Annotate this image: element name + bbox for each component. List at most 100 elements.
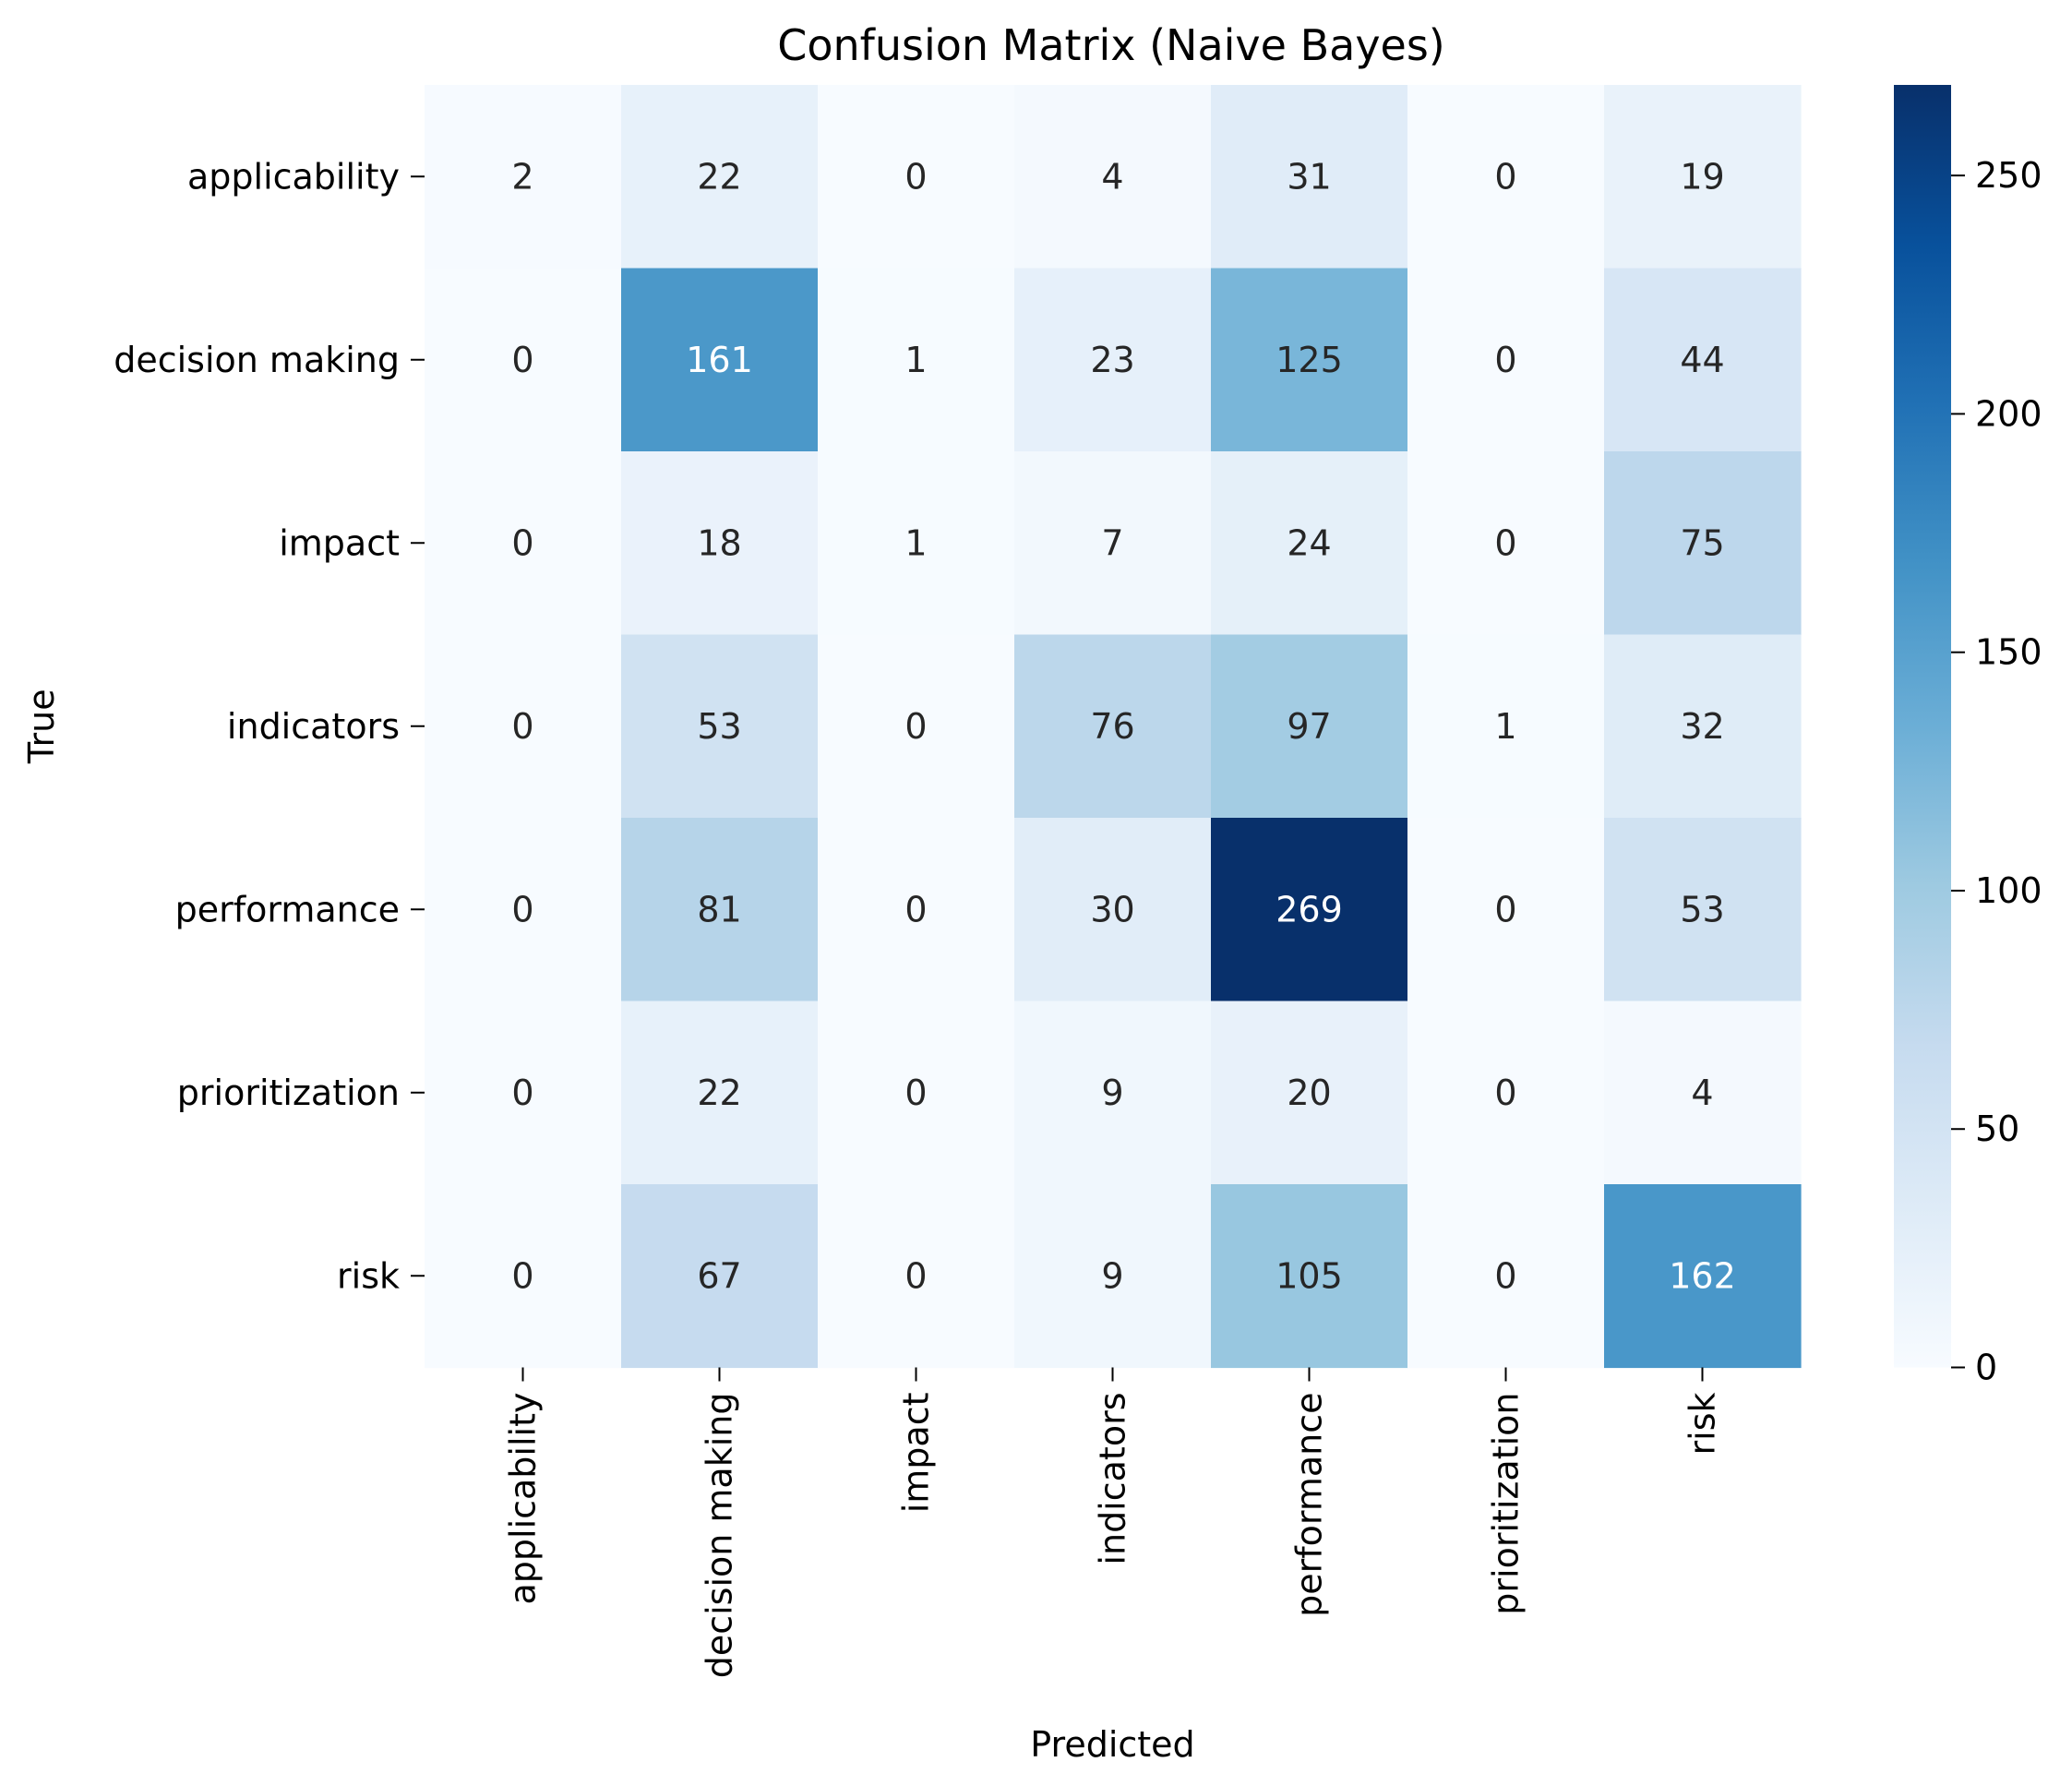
cell-value-label: 1 [1494,706,1516,747]
heatmap-cell [818,1184,1015,1369]
y-axis-label: True [21,689,62,764]
cell-value-label: 4 [1691,1073,1713,1113]
cell-value-label: 125 [1276,340,1343,380]
heatmap-cell [1407,818,1605,1002]
colorbar-tick-label: 50 [1975,1109,2019,1149]
x-tick-label: impact [896,1393,937,1514]
cell-value-label: 23 [1090,340,1134,380]
colorbar-ticks: 0 50 100 150 200 250 [1951,155,2042,1388]
cell-value-label: 0 [1494,889,1516,929]
cell-labels: 2 22 0 4 31 0 190 161 1 23 125 0 440 18 1 7 24 0 750 53 0 76 9… [511,156,1735,1296]
heatmap-cell [425,818,622,1002]
cell-value-label: 1 [904,340,927,380]
cell-value-label: 7 [1101,522,1123,563]
x-tick-label: applicability [503,1393,544,1605]
cell-value-label: 67 [697,1255,741,1296]
x-axis-ticks: applicability decision making impact indica… [503,1367,1723,1679]
cell-value-label: 0 [511,1255,533,1296]
cell-value-label: 81 [697,889,741,929]
cell-value-label: 0 [1494,1255,1516,1296]
heatmap-cell [1604,1184,1802,1369]
cell-value-label: 9 [1101,1073,1123,1113]
colorbar-tick-label: 0 [1975,1348,1997,1388]
cell-value-label: 22 [697,1073,741,1113]
heatmap-cell [621,85,819,270]
heatmap-cell [1604,85,1802,270]
heatmap-cell [1014,818,1212,1002]
heatmap-cell [1014,634,1212,819]
heatmap-cell [1211,451,1408,636]
cell-value-label: 0 [904,156,927,197]
cell-value-label: 162 [1669,1255,1736,1296]
heatmap-cell [818,634,1015,819]
colorbar-tick-label: 250 [1975,155,2042,196]
cell-value-label: 75 [1680,522,1724,563]
heatmap-cell [425,451,622,636]
heatmap-cell [1014,1001,1212,1185]
y-axis-ticks: applicability decision making impact indica… [114,156,425,1296]
chart-title: Confusion Matrix (Naive Bayes) [777,20,1445,70]
heatmap-cell [621,451,819,636]
cell-value-label: 0 [511,1073,533,1113]
cell-value-label: 0 [1494,522,1516,563]
heatmap-cell [425,634,622,819]
cell-value-label: 31 [1287,156,1331,197]
y-tick-label: decision making [114,340,400,380]
x-tick-label: decision making [700,1393,740,1679]
cell-value-label: 18 [697,522,741,563]
cell-value-label: 0 [904,706,927,747]
heatmap-cell [1407,451,1605,636]
heatmap-cell [1211,85,1408,270]
y-tick-label: impact [279,522,400,563]
x-tick-label: prioritization [1486,1393,1527,1615]
heatmap-cell [818,85,1015,270]
cell-value-label: 76 [1090,706,1134,747]
y-tick-label: risk [337,1255,400,1296]
cell-value-label: 20 [1287,1073,1331,1113]
heatmap-cell [818,1001,1015,1185]
cell-value-label: 2 [511,156,533,197]
cell-value-label: 22 [697,156,741,197]
colorbar-tick-label: 100 [1975,870,2042,911]
heatmap-cell [1407,1184,1605,1369]
heatmap-cell [1211,634,1408,819]
cell-value-label: 0 [511,889,533,929]
cell-value-label: 0 [511,522,533,563]
y-tick-label: indicators [227,706,400,747]
heatmap-cell [621,268,819,452]
heatmap-cell [1211,1184,1408,1369]
heatmap-cell [1407,268,1605,452]
heatmap-cell [1407,634,1605,819]
cell-value-label: 9 [1101,1255,1123,1296]
colorbar-tick-label: 200 [1975,393,2042,434]
cell-value-label: 269 [1276,889,1343,929]
heatmap-cell [1604,268,1802,452]
x-tick-label: performance [1289,1393,1330,1617]
cell-value-label: 30 [1090,889,1134,929]
y-tick-label: prioritization [177,1073,400,1113]
cell-value-label: 0 [511,706,533,747]
heatmap-cell [425,268,622,452]
cell-value-label: 0 [904,1255,927,1296]
colorbar-tick-label: 150 [1975,632,2042,673]
cell-value-label: 0 [904,1073,927,1113]
colorbar [1894,85,1951,1368]
heatmap-cell [1211,1001,1408,1185]
cell-value-label: 53 [1680,889,1724,929]
heatmap-cell [425,85,622,270]
y-tick-label: applicability [187,156,400,197]
heatmap-cell [1211,818,1408,1002]
cell-value-label: 24 [1287,522,1331,563]
heatmap-cell [818,268,1015,452]
cell-value-label: 0 [1494,156,1516,197]
heatmap-cell [1604,451,1802,636]
heatmap-cell [1014,451,1212,636]
heatmap-cell [621,1001,819,1185]
x-axis-label: Predicted [1030,1724,1194,1765]
cell-value-label: 161 [686,340,753,380]
cell-value-label: 32 [1680,706,1724,747]
heatmap-cell [425,1184,622,1369]
heatmap-cell [1604,634,1802,819]
heatmap-cell [1014,1184,1212,1369]
